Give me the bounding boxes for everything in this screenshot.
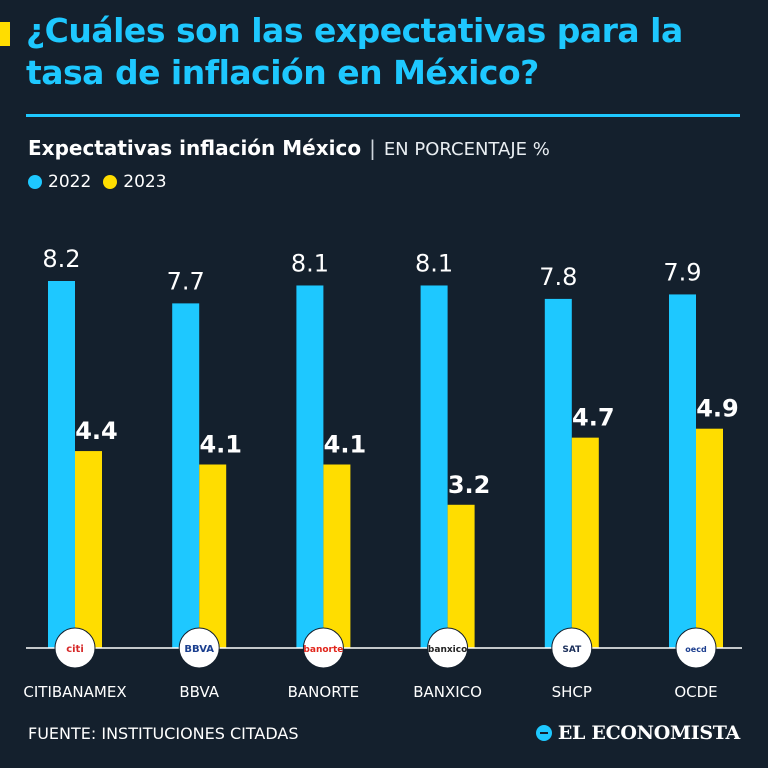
bar-2022-ocde (669, 294, 696, 648)
legend-label-2022: 2022 (48, 172, 92, 192)
legend-label-2023: 2023 (123, 172, 167, 192)
chart-legend: 2022 2023 (28, 172, 179, 192)
logo-banxico-icon: banxico (428, 645, 467, 655)
value-label-2023-banxico: 3.2 (448, 471, 491, 499)
legend-item-2023: 2023 (103, 172, 167, 192)
subtitle-separator: | (369, 136, 376, 160)
logo-badge-banxico (427, 627, 469, 669)
bar-2023-banxico (447, 504, 475, 648)
brand-name: EL ECONOMISTA (557, 722, 740, 744)
chart-title: Expectativas inflación México (28, 136, 362, 160)
brand-mark-icon (535, 725, 552, 741)
bar-2022-shcp (544, 298, 572, 648)
value-label-2022-bbva: 7.7 (167, 267, 205, 295)
value-label-2023-shcp: 4.7 (572, 404, 615, 432)
value-label-2023-ocde: 4.9 (696, 395, 739, 423)
bar-2023-bbva (199, 464, 227, 648)
value-label-2022-banorte: 8.1 (291, 249, 329, 277)
logo-badge-bbva (178, 627, 220, 669)
chart-subtitle: Expectativas inflación México | EN PORCENT… (28, 136, 550, 160)
value-label-2022-shcp: 7.8 (539, 263, 577, 291)
bar-2023-shcp (571, 437, 599, 648)
bar-2022-citibanamex (48, 281, 75, 648)
title-accent-bar (0, 22, 10, 46)
brand-logo: EL ECONOMISTA (535, 722, 740, 744)
logo-bbva-icon: BBVA (184, 644, 214, 655)
logo-badge-ocde (675, 627, 717, 669)
logo-badge-citibanamex (54, 627, 96, 669)
logo-badge-shcp (551, 627, 593, 669)
bar-2022-bbva (172, 303, 200, 648)
category-label-bbva: BBVA (179, 683, 219, 701)
logo-ocde-icon: oecd (685, 645, 707, 654)
logo-shcp-icon: SAT (562, 645, 582, 655)
value-label-2022-ocde: 7.9 (663, 258, 701, 286)
legend-item-2022: 2022 (28, 172, 91, 192)
legend-dot-2023 (103, 175, 118, 189)
source-note: FUENTE: INSTITUCIONES CITADAS (28, 724, 299, 743)
bar-2022-banxico (420, 285, 448, 648)
value-label-2023-citibanamex: 4.4 (75, 417, 118, 445)
page-title: ¿Cuáles son las expectativas para la tas… (26, 11, 683, 92)
logo-badge-banorte (302, 627, 344, 669)
bar-2023-ocde (696, 428, 723, 648)
value-label-2022-citibanamex: 8.2 (42, 245, 80, 273)
category-label-banorte: BANORTE (288, 683, 360, 701)
value-label-2023-bbva: 4.1 (199, 431, 242, 459)
category-label-shcp: SHCP (552, 683, 592, 701)
category-label-banxico: BANXICO (413, 683, 482, 701)
logo-banorte-icon: banorte (303, 645, 343, 655)
title-divider (26, 114, 740, 117)
value-label-2022-banxico: 8.1 (415, 249, 453, 277)
bar-2023-banorte (323, 464, 351, 648)
category-label-citibanamex: CITIBANAMEX (23, 683, 126, 701)
bar-2022-banorte (296, 285, 324, 648)
legend-dot-2022 (28, 175, 42, 189)
category-label-ocde: OCDE (674, 683, 717, 701)
value-label-2023-banorte: 4.1 (324, 431, 367, 459)
logo-citibanamex-icon: citi (66, 644, 84, 655)
chart-unit: EN PORCENTAJE % (383, 139, 550, 160)
bar-2023-citibanamex (75, 451, 102, 648)
